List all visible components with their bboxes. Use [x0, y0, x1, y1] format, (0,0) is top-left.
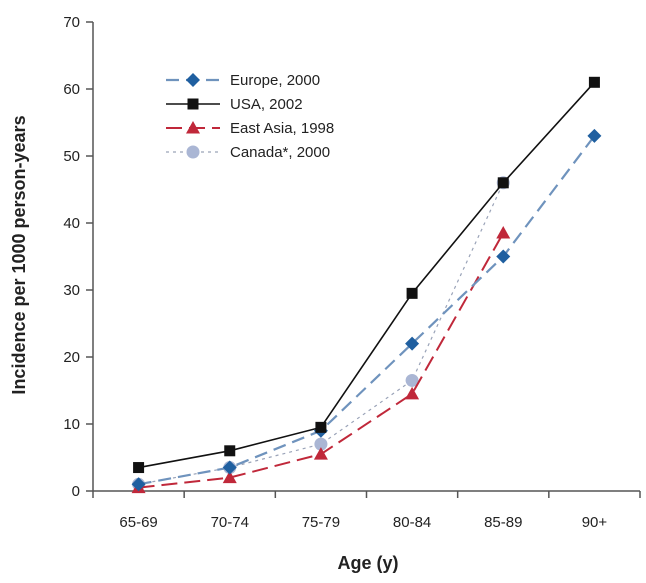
x-tick-label: 70-74: [211, 514, 249, 531]
series-2: [131, 226, 511, 494]
x-tick-label: 90+: [582, 514, 608, 531]
legend-entry: USA, 2002: [166, 96, 303, 113]
y-tick-label: 10: [63, 416, 80, 433]
legend: Europe, 2000 USA, 2002 East Asia, 1998 Cana…: [166, 72, 334, 161]
data-point: [496, 226, 511, 239]
series-3: [132, 176, 510, 491]
data-point: [131, 477, 146, 492]
legend-entry: Canada*, 2000: [166, 144, 330, 161]
data-point: [224, 445, 236, 457]
legend-marker: [187, 98, 199, 110]
series-1: [133, 76, 600, 474]
data-point: [405, 386, 420, 400]
legend-entry: Europe, 2000: [166, 72, 320, 89]
data-point: [497, 177, 509, 189]
x-tick-label: 75-79: [302, 514, 340, 531]
y-axis-title: Incidence per 1000 person-years: [9, 115, 29, 394]
y-tick-label: 0: [72, 483, 80, 500]
data-point: [405, 373, 419, 387]
legend-marker: [186, 145, 200, 159]
data-point: [133, 462, 145, 474]
x-tick-label: 80-84: [393, 514, 431, 531]
y-tick-label: 40: [63, 215, 80, 232]
data-point: [405, 336, 420, 351]
axes: 0 10 20 30 40 50 60 70 65-69 70-74 75-79 80-84 85-89…: [63, 14, 641, 531]
data-point: [496, 249, 511, 264]
data-point: [314, 437, 328, 451]
data-point: [406, 287, 418, 299]
y-tick-label: 70: [63, 14, 80, 31]
y-tick-label: 60: [63, 81, 80, 98]
y-tick-label: 20: [63, 349, 80, 366]
data-point: [588, 76, 600, 88]
legend-marker: [186, 121, 200, 134]
legend-label: East Asia, 1998: [230, 120, 334, 137]
series-0: [131, 128, 602, 492]
data-point: [222, 460, 237, 475]
legend-label: USA, 2002: [230, 96, 303, 113]
legend-label: Canada*, 2000: [230, 144, 330, 161]
y-tick-label: 30: [63, 282, 80, 299]
x-axis-title: Age (y): [337, 553, 398, 573]
legend-entry: East Asia, 1998: [166, 120, 334, 137]
x-tick-label: 65-69: [119, 514, 157, 531]
y-tick-label: 50: [63, 148, 80, 165]
legend-marker: [186, 73, 200, 87]
data-point: [315, 421, 327, 433]
data-point: [587, 128, 602, 143]
series-line: [138, 81, 596, 469]
data-point: [313, 447, 328, 460]
x-tick-label: 85-89: [484, 514, 522, 531]
series-line: [138, 135, 596, 486]
series-layer: [131, 76, 602, 494]
data-point: [222, 470, 237, 484]
legend-label: Europe, 2000: [230, 72, 320, 89]
